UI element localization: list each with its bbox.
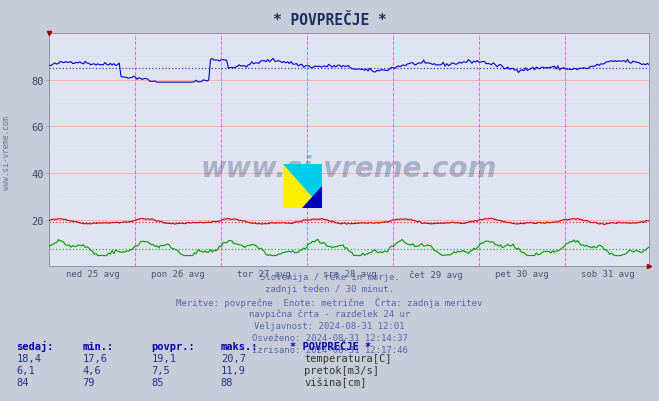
Text: Meritve: povprečne  Enote: metrične  Črta: zadnja meritev: Meritve: povprečne Enote: metrične Črta:…: [177, 297, 482, 307]
Text: www.si-vreme.com: www.si-vreme.com: [201, 155, 498, 183]
Text: Slovenija / reke in morje.: Slovenija / reke in morje.: [260, 273, 399, 282]
Text: 18,4: 18,4: [16, 353, 42, 363]
Text: zadnji teden / 30 minut.: zadnji teden / 30 minut.: [265, 285, 394, 294]
Text: 88: 88: [221, 377, 233, 387]
Text: 79: 79: [82, 377, 95, 387]
Text: 85: 85: [152, 377, 164, 387]
Text: 11,9: 11,9: [221, 365, 246, 375]
Text: 19,1: 19,1: [152, 353, 177, 363]
Text: * POVPREČJE *: * POVPREČJE *: [290, 341, 371, 351]
Text: 4,6: 4,6: [82, 365, 101, 375]
Text: Izrisano: 2024-08-31 12:17:46: Izrisano: 2024-08-31 12:17:46: [252, 345, 407, 354]
Text: www.si-vreme.com: www.si-vreme.com: [2, 115, 11, 189]
Polygon shape: [283, 164, 322, 209]
Text: * POVPREČJE *: * POVPREČJE *: [273, 13, 386, 28]
Text: 20,7: 20,7: [221, 353, 246, 363]
Text: Osveženo: 2024-08-31 12:14:37: Osveženo: 2024-08-31 12:14:37: [252, 333, 407, 342]
Polygon shape: [302, 186, 322, 209]
Text: min.:: min.:: [82, 341, 113, 351]
Text: Veljavnost: 2024-08-31 12:01: Veljavnost: 2024-08-31 12:01: [254, 321, 405, 330]
Text: 6,1: 6,1: [16, 365, 35, 375]
Text: pretok[m3/s]: pretok[m3/s]: [304, 365, 380, 375]
Text: višina[cm]: višina[cm]: [304, 377, 367, 387]
Text: maks.:: maks.:: [221, 341, 258, 351]
Polygon shape: [283, 164, 322, 209]
Text: povpr.:: povpr.:: [152, 341, 195, 351]
Text: 84: 84: [16, 377, 29, 387]
Text: temperatura[C]: temperatura[C]: [304, 353, 392, 363]
Text: navpična črta - razdelek 24 ur: navpična črta - razdelek 24 ur: [249, 309, 410, 318]
Text: 7,5: 7,5: [152, 365, 170, 375]
Text: 17,6: 17,6: [82, 353, 107, 363]
Text: sedaj:: sedaj:: [16, 340, 54, 351]
